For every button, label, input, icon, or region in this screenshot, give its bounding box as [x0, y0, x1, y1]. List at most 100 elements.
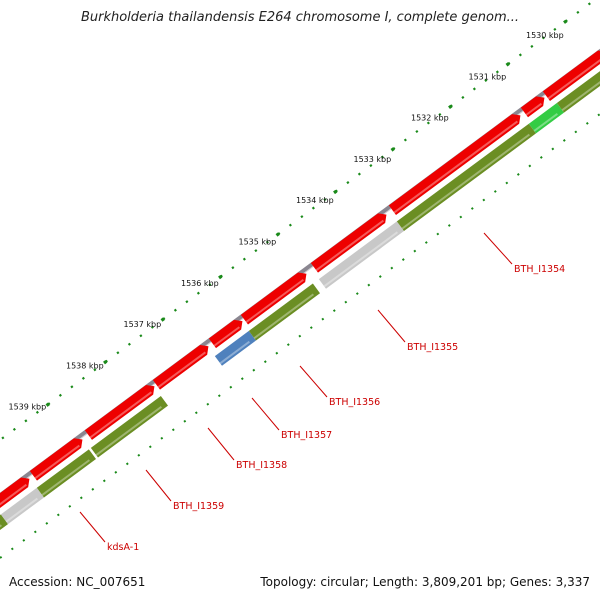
major-tick-1531 [505, 62, 510, 67]
scale-dot [530, 44, 534, 48]
reverse-gene-10 [556, 71, 600, 113]
scale-dot [518, 53, 522, 57]
reverse-gene-5 [214, 330, 256, 366]
scale-dot [576, 10, 580, 14]
scale-dot [438, 112, 442, 117]
major-tick-1533 [390, 147, 395, 152]
inner-scale-dot [493, 190, 497, 193]
scale-dot [357, 172, 361, 176]
forward-gene-1-shine [0, 483, 27, 506]
inner-scale-dot [194, 411, 198, 415]
forward-gene-7-shine [315, 219, 384, 272]
inner-scale-dot [160, 436, 164, 440]
scale-dot [1, 436, 5, 440]
inner-scale-dot [114, 470, 118, 474]
reverse-gene-9 [528, 102, 564, 134]
inner-scale-dot [22, 538, 26, 542]
scale-dot [288, 223, 292, 227]
scale-dot [587, 2, 591, 6]
major-tick-1530 [563, 19, 568, 24]
inner-scale-dot [436, 232, 440, 236]
inner-scale-dot [344, 300, 348, 304]
scale-dot [415, 129, 419, 134]
inner-scale-dot [390, 266, 394, 270]
forward-gene-4-shine [157, 351, 206, 388]
gene-label-bth_i1358: BTH_I1358 [236, 460, 287, 471]
forward-gene-6 [240, 272, 307, 325]
inner-scale-dot [56, 513, 60, 517]
inner-scale-dot [252, 368, 256, 372]
gene-label-kdsa-1: kdsA-1 [107, 542, 139, 553]
scale-dot [24, 419, 28, 423]
major-tick-1537 [160, 317, 165, 322]
scale-dot [173, 308, 177, 312]
scale-dot [139, 334, 143, 338]
reverse-strand [0, 71, 600, 531]
reverse-gene-8-shine [401, 133, 530, 230]
forward-gene-5-shine [213, 326, 240, 347]
reverse-gene-4-shine [95, 406, 162, 456]
scale-dot [472, 87, 476, 91]
tick-label-1531: 1531 kbp [469, 72, 507, 81]
inner-scale-dot [597, 113, 600, 117]
inner-scale-dot [447, 224, 451, 227]
scale-dot [150, 325, 154, 329]
major-tick-1532 [448, 104, 453, 110]
reverse-gene-5-shine [219, 340, 250, 365]
inner-scale-dot [332, 309, 336, 313]
tick-label-1530: 1530 kbp [526, 31, 564, 40]
scale-dot [461, 95, 465, 100]
scale-dot [323, 198, 327, 202]
reverse-gene-9-shine [533, 112, 558, 132]
inner-scale-dot [470, 207, 474, 210]
major-tick-1538 [103, 359, 108, 365]
forward-gene-3-shine [89, 391, 152, 439]
inner-scale-dot [516, 173, 520, 176]
inner-scale-dot [275, 351, 279, 355]
inner-scale-dot [413, 249, 417, 253]
scale-dot [12, 427, 16, 431]
inner-scale-dot [309, 326, 313, 330]
inner-scale-dot [137, 453, 141, 457]
inner-scale-dot [206, 402, 210, 406]
reverse-gene-4 [90, 396, 168, 458]
forward-gene-2-shine [34, 444, 80, 480]
forward-gene-9-shine [525, 102, 542, 116]
leader-line-5 [207, 427, 235, 461]
major-tick-1534 [333, 189, 338, 195]
inner-scale-dot [183, 419, 187, 423]
scale-dot [369, 164, 373, 168]
forward-gene-10-shine [547, 59, 600, 100]
inner-scale-dot [125, 462, 129, 466]
inner-scale-dot [528, 164, 532, 168]
inner-scale-dot [68, 504, 72, 508]
reverse-gene-10-shine [561, 81, 600, 112]
inner-scale-dot [45, 521, 49, 525]
scale-dot [311, 206, 315, 210]
inner-scale-dot [263, 360, 267, 364]
tick-labels: 1530 kbp 1531 kbp 1532 kbp 1533 kbp 1534 kbp… [9, 19, 568, 412]
inner-scale-dot [367, 283, 371, 287]
reverse-gene-7 [318, 221, 404, 289]
forward-gene-4 [152, 345, 209, 390]
scale-dot [127, 342, 131, 346]
forward-gene-2 [29, 438, 83, 481]
forward-gene-10 [542, 50, 600, 101]
inner-scale-dot [0, 556, 3, 559]
leader-line-1 [483, 232, 513, 265]
topology-text: Topology: circular; Length: 3,809,201 bp… [260, 575, 590, 589]
forward-gene-3 [84, 385, 155, 440]
inner-scale-dot [33, 530, 37, 534]
forward-gene-9 [520, 96, 545, 118]
scale-dot [541, 36, 545, 40]
scale-dot [300, 215, 304, 219]
leader-line-2 [377, 309, 406, 343]
forward-gene-7 [310, 213, 387, 273]
inner-scale-dot [459, 215, 463, 219]
forward-gene-8-shine [393, 120, 518, 214]
inner-scale-dot [217, 394, 221, 398]
tick-label-1538: 1538 kbp [66, 361, 104, 370]
leader-line-3 [299, 365, 328, 398]
forward-strand [0, 50, 600, 508]
reverse-gene-2 [0, 487, 44, 525]
